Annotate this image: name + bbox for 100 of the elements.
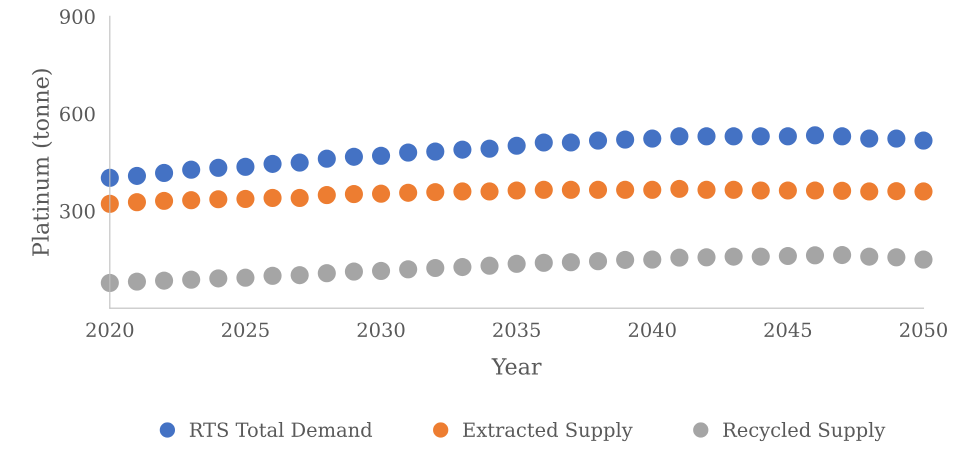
point — [616, 130, 634, 149]
point — [616, 250, 634, 269]
point — [182, 160, 200, 179]
point — [426, 183, 444, 202]
point — [724, 127, 743, 146]
point — [778, 127, 797, 146]
point — [534, 133, 553, 152]
point — [290, 188, 309, 208]
point — [860, 130, 878, 148]
point — [778, 181, 797, 200]
x-tick-label: 2025 — [222, 322, 269, 338]
point — [209, 190, 228, 208]
point — [643, 130, 662, 148]
point — [182, 270, 200, 289]
point — [453, 258, 472, 276]
point — [697, 127, 716, 146]
point — [724, 180, 743, 199]
point — [344, 262, 363, 281]
point — [399, 260, 418, 278]
point — [100, 168, 119, 187]
point — [860, 248, 878, 266]
point — [724, 248, 743, 266]
point — [426, 142, 444, 161]
point — [480, 182, 499, 201]
point — [344, 185, 363, 204]
point — [399, 144, 418, 162]
point — [318, 264, 336, 282]
point — [318, 186, 336, 204]
point — [534, 254, 553, 272]
x-tick-label: 2040 — [628, 322, 676, 338]
point — [562, 180, 580, 199]
point — [562, 253, 580, 272]
legend-label: Recycled Supply — [723, 422, 886, 442]
point — [100, 274, 119, 292]
y-tick-label: 600 — [60, 106, 95, 122]
point — [264, 154, 282, 173]
point — [697, 180, 716, 199]
point — [426, 258, 444, 278]
point — [155, 272, 174, 290]
point — [128, 272, 146, 291]
point — [155, 192, 174, 210]
point — [752, 181, 770, 200]
point — [860, 182, 878, 201]
point — [616, 180, 634, 199]
point — [290, 154, 309, 172]
x-tick-label: 2030 — [358, 322, 404, 338]
point — [643, 250, 662, 269]
point — [264, 266, 282, 285]
x-tick-label: 2035 — [493, 322, 540, 338]
point — [887, 248, 906, 266]
point — [562, 133, 580, 152]
point — [453, 140, 472, 159]
point — [670, 180, 688, 198]
point — [155, 164, 174, 182]
y-axis-title: Platinum (tonne) — [32, 69, 52, 256]
point — [372, 262, 390, 280]
x-axis-title: Year — [492, 358, 542, 375]
point — [236, 268, 254, 287]
point — [752, 127, 770, 146]
point — [236, 190, 254, 208]
y-tick-label: 300 — [60, 204, 95, 219]
point — [914, 182, 933, 201]
point — [372, 146, 390, 165]
point — [833, 127, 852, 146]
point — [534, 180, 553, 199]
point — [643, 180, 662, 199]
point — [453, 182, 472, 201]
point — [778, 246, 797, 266]
point — [806, 181, 824, 200]
point — [588, 180, 608, 199]
point — [588, 132, 608, 150]
legend-label: Extracted Supply — [463, 422, 633, 442]
x-tick-label: 2045 — [764, 322, 812, 338]
point — [833, 246, 852, 264]
point — [752, 248, 770, 266]
point — [128, 166, 146, 185]
point — [480, 256, 499, 275]
point — [128, 193, 146, 212]
point — [236, 158, 254, 176]
point — [372, 184, 390, 203]
x-tick-label: 2050 — [900, 322, 947, 338]
point — [887, 130, 906, 148]
point — [100, 194, 119, 213]
y-tick-label: 900 — [60, 9, 95, 24]
point — [508, 181, 526, 200]
point — [887, 182, 906, 200]
point — [670, 127, 688, 146]
point — [480, 140, 499, 158]
point — [290, 266, 309, 284]
point — [264, 188, 282, 208]
legend-label: RTS Total Demand — [190, 422, 372, 438]
point — [209, 269, 228, 288]
point — [806, 126, 824, 144]
point — [914, 132, 933, 150]
point — [399, 184, 418, 202]
point — [670, 248, 688, 267]
x-tick-label: 2020 — [86, 322, 134, 338]
point — [914, 250, 933, 269]
point — [508, 254, 526, 273]
point — [182, 191, 200, 210]
